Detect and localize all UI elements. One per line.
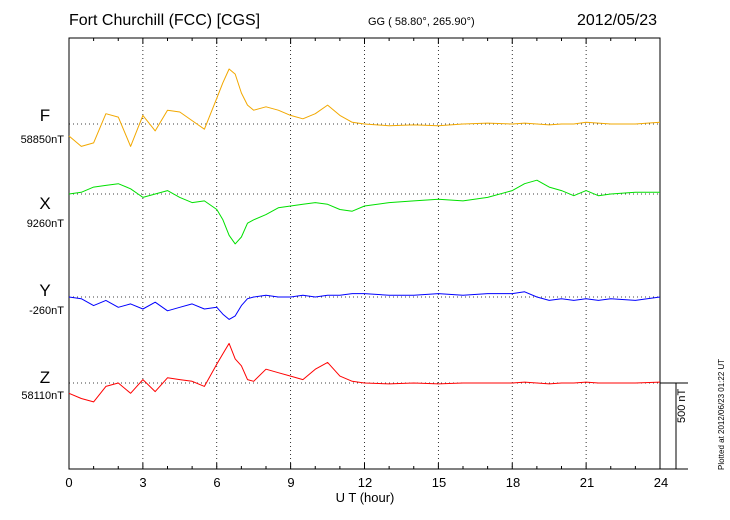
x-tick-label: 24 — [653, 475, 669, 490]
x-tick-label: 18 — [505, 475, 521, 490]
series-baseline-x: 9260nT — [26, 218, 64, 230]
series-baseline-z: 58110nT — [21, 390, 64, 402]
series-line-f — [68, 68, 661, 147]
x-tick-label: 12 — [357, 475, 373, 490]
series-line-z — [68, 342, 661, 403]
series-baseline-f: 58850nT — [20, 134, 64, 146]
scale-bar — [660, 382, 688, 470]
series-name-z: Z — [39, 368, 51, 387]
x-tick-label: 3 — [139, 475, 147, 490]
station-title: Fort Churchill (FCC) [CGS] — [69, 12, 261, 29]
series-name-f: F — [39, 106, 51, 125]
grid-lines — [142, 38, 587, 469]
data-traces — [68, 68, 661, 403]
series-baseline-y: -260nT — [29, 305, 64, 317]
plotted-timestamp: Plotted at 2012/06/23 01:22 UT — [717, 358, 726, 470]
scale-bar-label: 500 nT — [676, 388, 688, 423]
axis-ticks — [68, 38, 661, 469]
x-tick-label: 0 — [65, 475, 73, 490]
x-tick-label: 21 — [579, 475, 595, 490]
geo-coordinates: GG ( 58.80°, 265.90°) — [368, 16, 475, 28]
x-tick-label: 9 — [287, 475, 295, 490]
x-tick-label: 15 — [431, 475, 447, 490]
series-line-x — [68, 179, 660, 245]
series-name-x: X — [39, 194, 51, 213]
x-tick-label: 6 — [213, 475, 221, 490]
chart-date: 2012/05/23 — [577, 12, 658, 29]
series-line-y — [68, 291, 661, 320]
series-name-y: Y — [39, 281, 51, 300]
x-axis-label: U T (hour) — [335, 490, 395, 505]
